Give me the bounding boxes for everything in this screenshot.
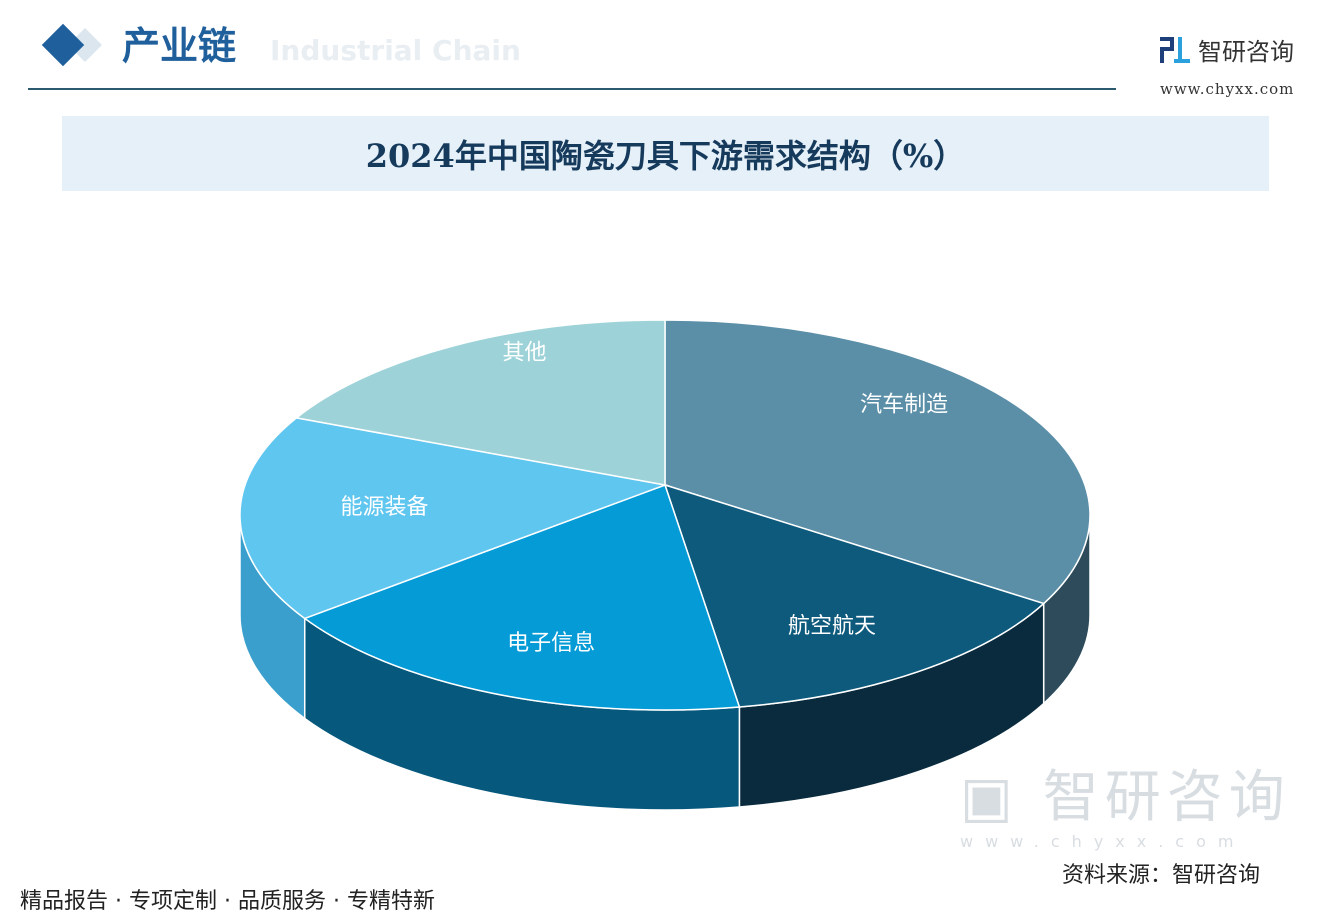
section-title: 产业链	[122, 23, 237, 68]
header-divider	[28, 88, 1116, 90]
section-subtitle: Industrial Chain	[270, 34, 521, 67]
pie-label-2: 电子信息	[507, 631, 595, 656]
brand-logo-icon	[1160, 36, 1190, 63]
pie-label-0: 汽车制造	[860, 393, 948, 418]
brand: 智研咨询	[1160, 32, 1294, 67]
pie-label-4: 其他	[502, 340, 546, 365]
pie-slice-4	[294, 319, 666, 486]
brand-name: 智研咨询	[1198, 38, 1294, 66]
chart-title-box: 2024年中国陶瓷刀具下游需求结构（%）	[62, 116, 1269, 191]
pie-label-1: 航空航天	[788, 614, 876, 639]
pie-label-3: 能源装备	[341, 495, 429, 520]
pie-slice-0	[664, 319, 1091, 605]
source-note: 资料来源：智研咨询	[1062, 863, 1261, 888]
pie-slice-1	[663, 483, 1046, 708]
footer-slogan: 精品报告 · 专项定制 · 品质服务 · 专精特新	[20, 889, 435, 914]
pie-slice-2	[303, 484, 741, 711]
brand-url: www.chyxx.com	[1160, 80, 1295, 98]
watermark-url: www.chyxx.com	[960, 832, 1246, 851]
pie-slice-3	[239, 417, 668, 620]
chart-title: 2024年中国陶瓷刀具下游需求结构（%）	[365, 136, 966, 175]
watermark-logo: ▣ 智研咨询	[960, 765, 1291, 830]
watermark-text: 智研咨询	[1042, 765, 1291, 830]
